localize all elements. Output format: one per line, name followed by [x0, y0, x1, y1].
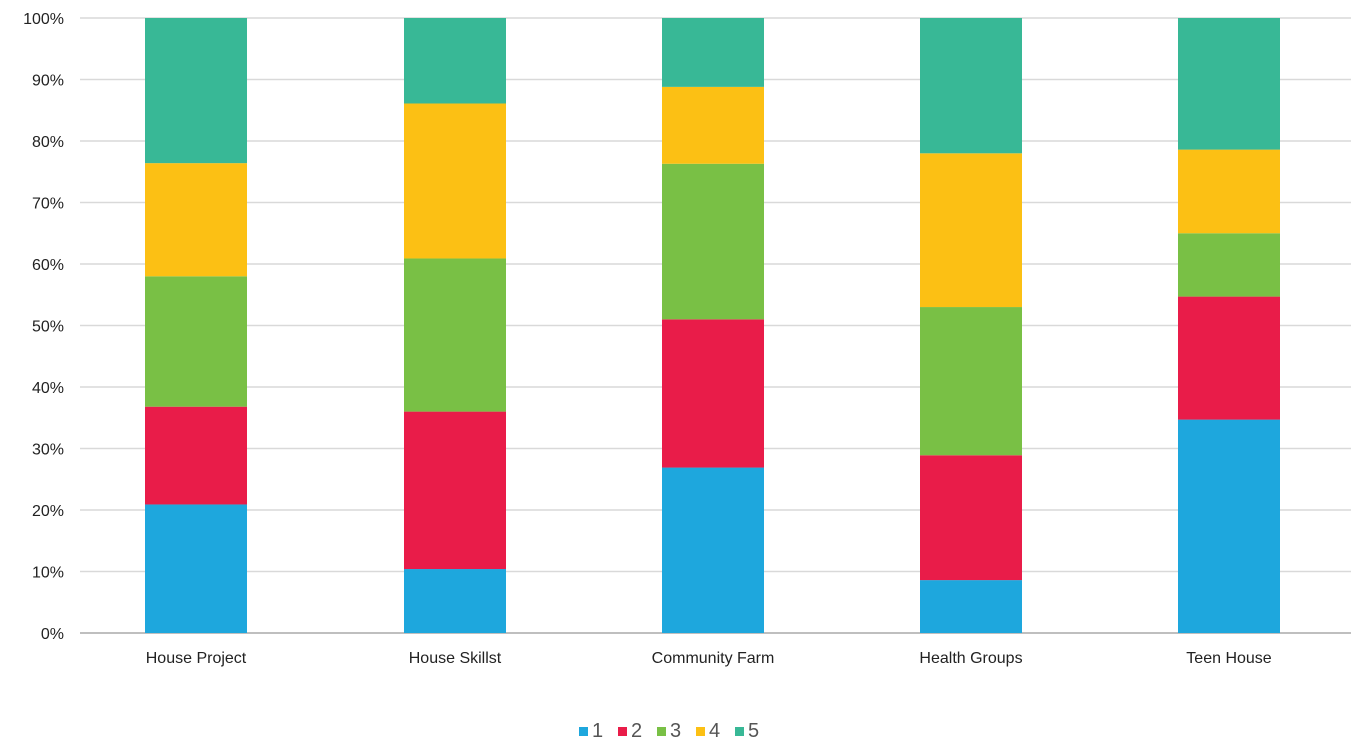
y-tick-label: 90% — [32, 73, 64, 90]
legend-label: 1 — [592, 720, 603, 742]
bar-segment-series-2 — [145, 406, 247, 505]
y-tick-label: 70% — [32, 196, 64, 213]
bar-segment-series-4 — [404, 103, 506, 259]
legend-label: 4 — [709, 720, 720, 742]
y-tick-label: 10% — [32, 565, 64, 582]
bar-segment-series-3 — [145, 276, 247, 407]
y-tick-label: 0% — [41, 626, 64, 643]
bars — [145, 18, 1280, 633]
y-tick-label: 40% — [32, 380, 64, 397]
legend-label: 3 — [670, 720, 681, 742]
x-tick-label: House Skillst — [409, 650, 502, 667]
legend-item: 1 — [579, 720, 603, 742]
legend-item: 3 — [657, 720, 681, 742]
legend-label: 2 — [631, 720, 642, 742]
bar-segment-series-3 — [920, 307, 1022, 456]
x-tick-label: House Project — [146, 650, 247, 667]
bar-stack — [662, 18, 764, 633]
x-tick-label: Health Groups — [919, 650, 1022, 667]
legend-label: 5 — [748, 720, 759, 742]
bar-stack — [145, 18, 247, 633]
y-tick-label: 80% — [32, 134, 64, 151]
bar-segment-series-2 — [1178, 296, 1280, 420]
legend-swatch — [696, 727, 705, 736]
bar-segment-series-4 — [145, 163, 247, 277]
legend: 1 2 3 4 5 — [579, 720, 759, 742]
legend-item: 4 — [696, 720, 720, 742]
bar-segment-series-2 — [920, 455, 1022, 581]
legend-item: 5 — [735, 720, 759, 742]
x-axis-tick-labels: House Project House Skillst Community Farm… — [146, 650, 1272, 667]
bar-segment-series-4 — [662, 86, 764, 164]
y-tick-label: 50% — [32, 319, 64, 336]
bar-segment-series-4 — [1178, 149, 1280, 234]
y-tick-label: 30% — [32, 442, 64, 459]
bar-segment-series-3 — [662, 163, 764, 320]
bar-segment-series-1 — [662, 467, 764, 633]
x-tick-label: Teen House — [1186, 650, 1271, 667]
x-tick-label: Community Farm — [652, 650, 775, 667]
bar-segment-series-5 — [145, 18, 247, 164]
bar-segment-series-5 — [1178, 18, 1280, 150]
bar-segment-series-1 — [920, 580, 1022, 633]
legend-swatch — [735, 727, 744, 736]
bar-segment-series-5 — [662, 18, 764, 87]
y-tick-label: 20% — [32, 503, 64, 520]
bar-stack — [404, 18, 506, 633]
bar-segment-series-4 — [920, 153, 1022, 308]
bar-segment-series-5 — [920, 18, 1022, 154]
legend-item: 2 — [618, 720, 642, 742]
bar-stack — [1178, 18, 1280, 633]
bar-segment-series-1 — [404, 569, 506, 633]
y-tick-label: 60% — [32, 257, 64, 274]
legend-swatch — [579, 727, 588, 736]
bar-segment-series-2 — [662, 319, 764, 468]
y-tick-label: 100% — [23, 11, 64, 28]
bar-segment-series-1 — [145, 504, 247, 633]
bar-segment-series-3 — [404, 258, 506, 412]
bar-segment-series-3 — [1178, 233, 1280, 297]
bar-segment-series-5 — [404, 18, 506, 104]
bar-segment-series-1 — [1178, 419, 1280, 633]
y-axis-tick-labels: 0% 10% 20% 30% 40% 50% 60% 70% 80% 90% 100% — [23, 11, 64, 643]
legend-swatch — [657, 727, 666, 736]
bar-segment-series-2 — [404, 411, 506, 570]
bar-stack — [920, 18, 1022, 633]
legend-swatch — [618, 727, 627, 736]
